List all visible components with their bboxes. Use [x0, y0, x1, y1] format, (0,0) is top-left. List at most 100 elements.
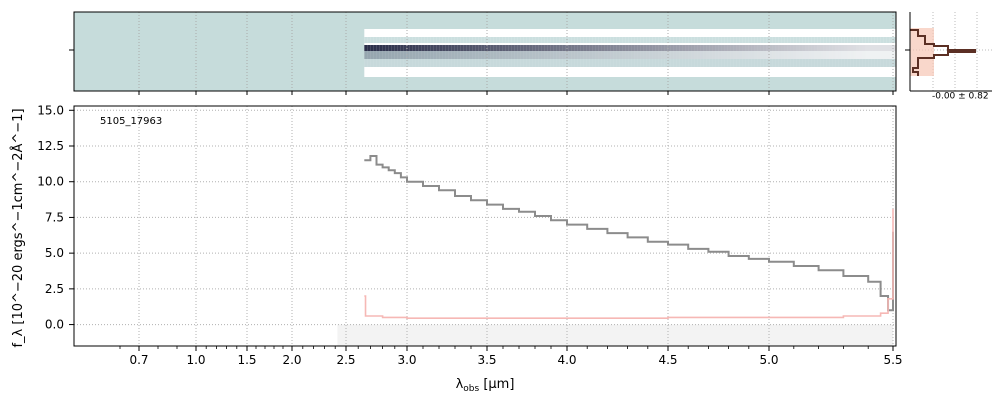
trace-core-cell [532, 45, 536, 51]
trace-core-cell [409, 45, 413, 51]
trace-core-cell [403, 45, 407, 51]
trace-cell [535, 37, 539, 43]
trace-cell [790, 51, 794, 59]
trace-cell [370, 51, 374, 59]
trace-cell [616, 37, 620, 43]
trace-cell [892, 51, 896, 59]
trace-cell [568, 51, 572, 59]
trace-cell [775, 59, 779, 67]
trace-core-cell [757, 45, 761, 51]
trace-cell [889, 59, 893, 67]
trace-core-cell [775, 45, 779, 51]
trace-cell [679, 37, 683, 43]
trace-cell [559, 59, 563, 67]
trace-cell [541, 59, 545, 67]
trace-core-cell [745, 45, 749, 51]
trace-cell [580, 51, 584, 59]
trace-cell [598, 37, 602, 43]
trace-core-cell [550, 45, 554, 51]
trace-core-cell [517, 45, 521, 51]
trace-core-cell [502, 45, 506, 51]
trace-cell [886, 59, 890, 67]
trace-cell [754, 37, 758, 43]
trace-core-cell [649, 45, 653, 51]
trace-cell [646, 59, 650, 67]
trace-core-cell [730, 45, 734, 51]
trace-cell [682, 59, 686, 67]
trace-cell [835, 37, 839, 43]
trace-core-cell [430, 45, 434, 51]
trace-core-cell [676, 45, 680, 51]
trace-cell [376, 37, 380, 43]
trace-cell [475, 59, 479, 67]
trace-cell [481, 37, 485, 43]
trace-cell [766, 51, 770, 59]
trace-cell [394, 51, 398, 59]
trace-cell [535, 59, 539, 67]
trace-cell [448, 59, 452, 67]
trace-cell [445, 51, 449, 59]
trace-cell [502, 37, 506, 43]
trace-core-cell [811, 45, 815, 51]
trace-core-cell [781, 45, 785, 51]
trace-cell [577, 59, 581, 67]
trace-cell [367, 37, 371, 43]
trace-cell [649, 51, 653, 59]
trace-cell [553, 51, 557, 59]
trace-cell [454, 59, 458, 67]
trace-cell [385, 37, 389, 43]
trace-cell [424, 37, 428, 43]
trace-core-cell [793, 45, 797, 51]
trace-cell [643, 37, 647, 43]
trace-cell [622, 51, 626, 59]
trace-cell [802, 37, 806, 43]
trace-cell [646, 37, 650, 43]
trace-cell [406, 59, 410, 67]
trace-cell [805, 37, 809, 43]
trace-cell [664, 59, 668, 67]
trace-core-cell [646, 45, 650, 51]
trace-cell [769, 51, 773, 59]
trace-cell [850, 59, 854, 67]
trace-core-cell [892, 45, 896, 51]
x-tick-label: 5.0 [759, 353, 778, 367]
trace-core-cell [466, 45, 470, 51]
trace-core-cell [619, 45, 623, 51]
trace-cell [520, 37, 524, 43]
trace-cell [706, 59, 710, 67]
trace-core-cell [634, 45, 638, 51]
trace-cell [487, 51, 491, 59]
y-tick-label: 7.5 [45, 210, 64, 224]
trace-core-cell [454, 45, 458, 51]
trace-core-cell [844, 45, 848, 51]
trace-cell [445, 37, 449, 43]
trace-cell [655, 59, 659, 67]
trace-cell [685, 51, 689, 59]
trace-cell [733, 51, 737, 59]
trace-cell [883, 37, 887, 43]
trace-cell [655, 51, 659, 59]
trace-cell [409, 59, 413, 67]
trace-cell [511, 51, 515, 59]
trace-core-cell [868, 45, 872, 51]
trace-cell [823, 37, 827, 43]
trace-cell [874, 37, 878, 43]
trace-cell [436, 37, 440, 43]
trace-core-cell [478, 45, 482, 51]
trace-cell [601, 59, 605, 67]
trace-cell [547, 51, 551, 59]
trace-core-cell [817, 45, 821, 51]
trace-cell [763, 37, 767, 43]
trace-cell [586, 51, 590, 59]
trace-cell [571, 51, 575, 59]
series-uncertainty [364, 208, 894, 319]
trace-cell [757, 59, 761, 67]
trace-core-cell [436, 45, 440, 51]
trace-cell [526, 37, 530, 43]
trace-cell [601, 37, 605, 43]
trace-cell [436, 59, 440, 67]
trace-cell [811, 37, 815, 43]
trace-cell [748, 51, 752, 59]
trace-cell [817, 59, 821, 67]
trace-cell [430, 51, 434, 59]
